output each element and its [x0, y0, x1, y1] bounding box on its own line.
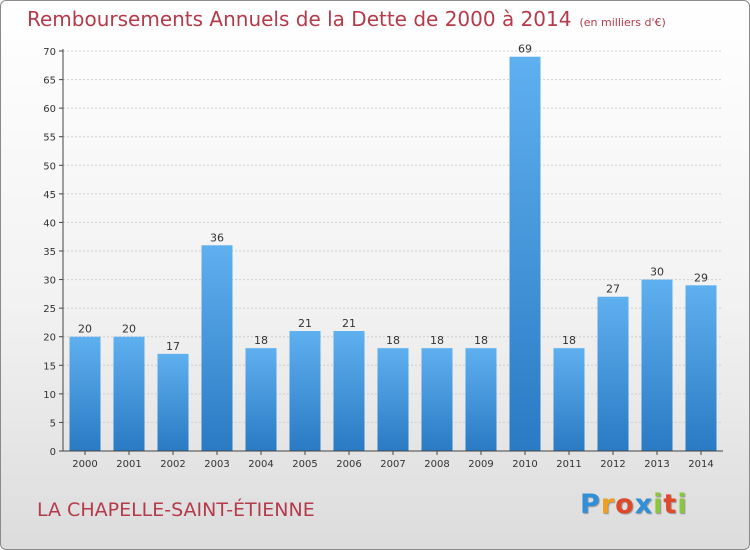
bar-2010[interactable] [509, 56, 541, 451]
y-tick-label: 40 [43, 218, 56, 229]
y-tick-label: 5 [50, 418, 56, 429]
bar-value-label: 20 [78, 323, 92, 336]
logo-letter: t [663, 489, 678, 520]
bar-value-label: 18 [562, 334, 576, 347]
x-tick-label: 2000 [72, 459, 97, 470]
bar-value-label: 18 [254, 334, 268, 347]
bar-value-label: 21 [298, 317, 312, 330]
bar-value-label: 27 [606, 283, 620, 296]
y-tick-label: 25 [43, 304, 56, 315]
bar-value-label: 69 [518, 43, 532, 56]
chart-unit-label: (en milliers d'€) [579, 16, 666, 29]
bar-2007[interactable] [377, 348, 409, 451]
y-tick-label: 55 [43, 133, 56, 144]
y-tick-label: 50 [43, 161, 56, 172]
bar-2008[interactable] [421, 348, 453, 451]
x-tick-label: 2003 [204, 459, 229, 470]
logo-letter: o [615, 489, 635, 520]
y-tick-label: 45 [43, 190, 56, 201]
bar-value-label: 21 [342, 317, 356, 330]
proxiti-logo[interactable]: Proxiti [580, 489, 688, 520]
bar-value-label: 18 [430, 334, 444, 347]
bar-value-label: 20 [122, 323, 136, 336]
bar-value-label: 18 [474, 334, 488, 347]
chart-title: Remboursements Annuels de la Dette de 20… [27, 7, 666, 31]
bar-value-label: 30 [650, 266, 664, 279]
logo-letter: P [580, 489, 601, 520]
bar-2005[interactable] [289, 331, 321, 451]
bars: 20 20 17 36 18 21 21 18 18 18 69 18 27 30 29 [69, 43, 717, 451]
bar-2002[interactable] [157, 353, 189, 451]
x-tick-label: 2010 [512, 459, 537, 470]
logo-letter: x [634, 489, 654, 520]
bar-2011[interactable] [553, 348, 585, 451]
bar-2012[interactable] [597, 296, 629, 451]
bar-value-label: 29 [694, 271, 708, 284]
x-tick-label: 2004 [248, 459, 273, 470]
x-tick-label: 2012 [600, 459, 625, 470]
x-tick-label: 2008 [424, 459, 449, 470]
y-tick-label: 0 [50, 447, 56, 458]
bar-2003[interactable] [201, 245, 233, 451]
commune-name: LA CHAPELLE-SAINT-ÉTIENNE [37, 499, 315, 521]
axes: 0 5 10 15 20 25 30 35 40 45 50 55 60 65 70 2000 2001 2002… [43, 47, 723, 470]
bar-2001[interactable] [113, 336, 145, 451]
x-tick-label: 2014 [688, 459, 713, 470]
y-tick-label: 30 [43, 276, 56, 287]
bar-2004[interactable] [245, 348, 277, 451]
bar-2009[interactable] [465, 348, 497, 451]
x-tick-label: 2007 [380, 459, 405, 470]
bar-value-label: 18 [386, 334, 400, 347]
y-tick-label: 10 [43, 390, 56, 401]
logo-letter: i [677, 489, 688, 520]
bar-2014[interactable] [685, 285, 717, 451]
bar-2013[interactable] [641, 279, 673, 451]
x-tick-label: 2005 [292, 459, 317, 470]
logo-letter: r [600, 489, 616, 520]
bar-value-label: 36 [210, 231, 224, 244]
y-tick-label: 60 [43, 104, 56, 115]
x-tick-label: 2006 [336, 459, 361, 470]
chart-title-text: Remboursements Annuels de la Dette de 20… [27, 7, 572, 31]
y-tick-label: 20 [43, 333, 56, 344]
logo-letter: i [653, 489, 664, 520]
bar-2000[interactable] [69, 336, 101, 451]
x-tick-label: 2009 [468, 459, 493, 470]
x-tick-label: 2002 [160, 459, 185, 470]
y-tick-label: 35 [43, 247, 56, 258]
bar-2006[interactable] [333, 331, 365, 451]
x-tick-label: 2011 [556, 459, 581, 470]
x-tick-label: 2013 [644, 459, 669, 470]
x-tick-label: 2001 [116, 459, 141, 470]
bar-value-label: 17 [166, 340, 180, 353]
y-tick-label: 70 [43, 47, 56, 58]
y-tick-label: 65 [43, 76, 56, 87]
y-tick-label: 15 [43, 361, 56, 372]
